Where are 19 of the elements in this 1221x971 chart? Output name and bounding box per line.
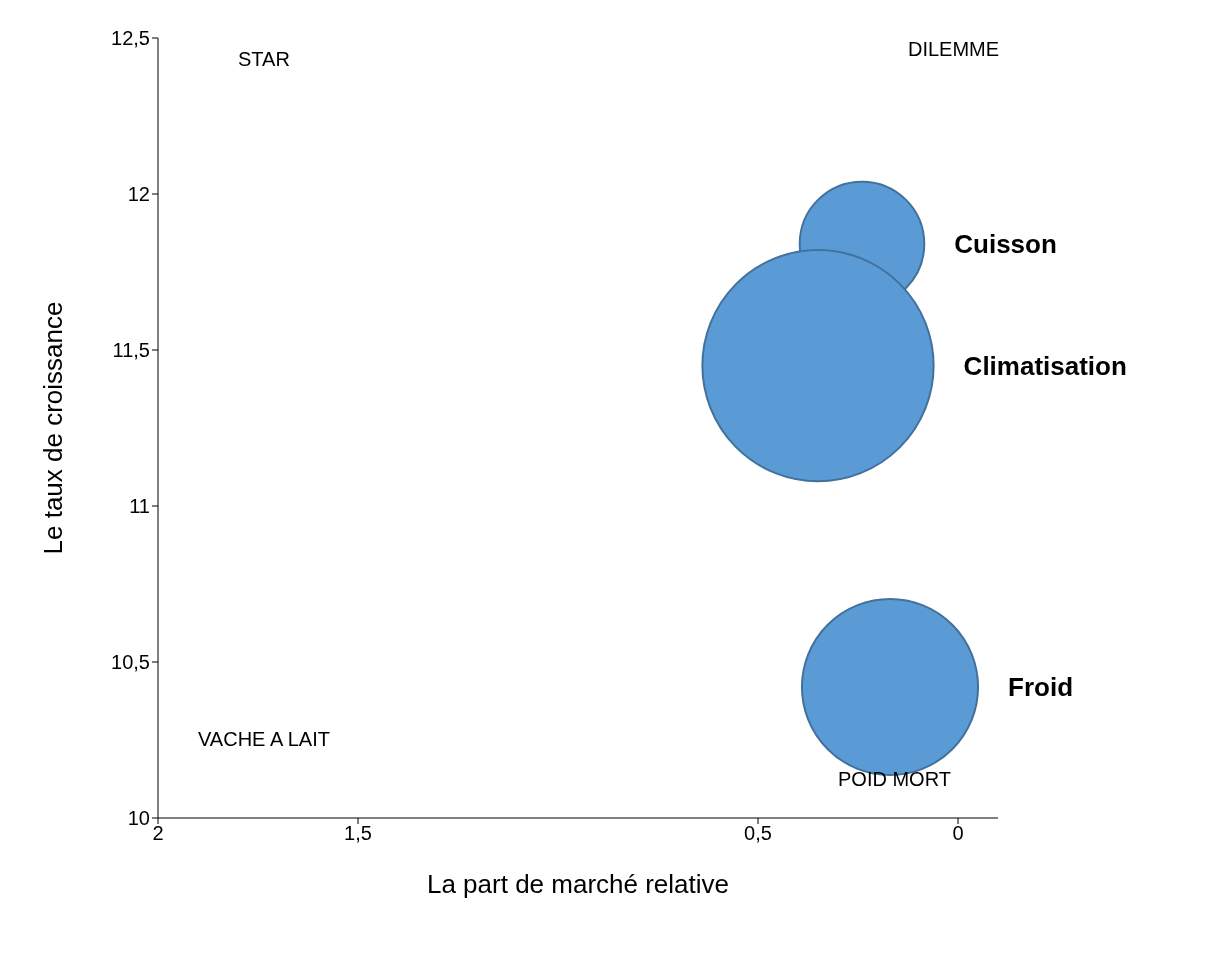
y-tick-label: 11,5 bbox=[112, 339, 150, 362]
annotation: VACHE A LAIT bbox=[198, 728, 330, 751]
y-tick-label: 12 bbox=[127, 183, 150, 206]
x-tick-label: 0,5 bbox=[744, 822, 772, 845]
series-label: Froid bbox=[1008, 672, 1074, 703]
y-tick-label: 10,5 bbox=[111, 651, 150, 674]
x-tick-label: 0 bbox=[952, 822, 964, 845]
x-tick-label: 1,5 bbox=[344, 822, 372, 845]
annotation: STAR bbox=[238, 48, 290, 71]
y-axis-title: Le taux de croissance bbox=[38, 301, 69, 555]
y-tick-label: 10 bbox=[127, 807, 150, 830]
annotation: POID MORT bbox=[838, 768, 951, 791]
series-label: Climatisation bbox=[963, 350, 1127, 381]
x-axis-title: La part de marché relative bbox=[426, 869, 730, 899]
y-tick-label: 12,5 bbox=[111, 27, 150, 50]
x-tick-label: 2 bbox=[152, 822, 164, 845]
annotation: DILEMME bbox=[908, 38, 1000, 61]
y-tick-label: 11 bbox=[129, 495, 150, 518]
series-label: Cuisson bbox=[954, 229, 1057, 260]
